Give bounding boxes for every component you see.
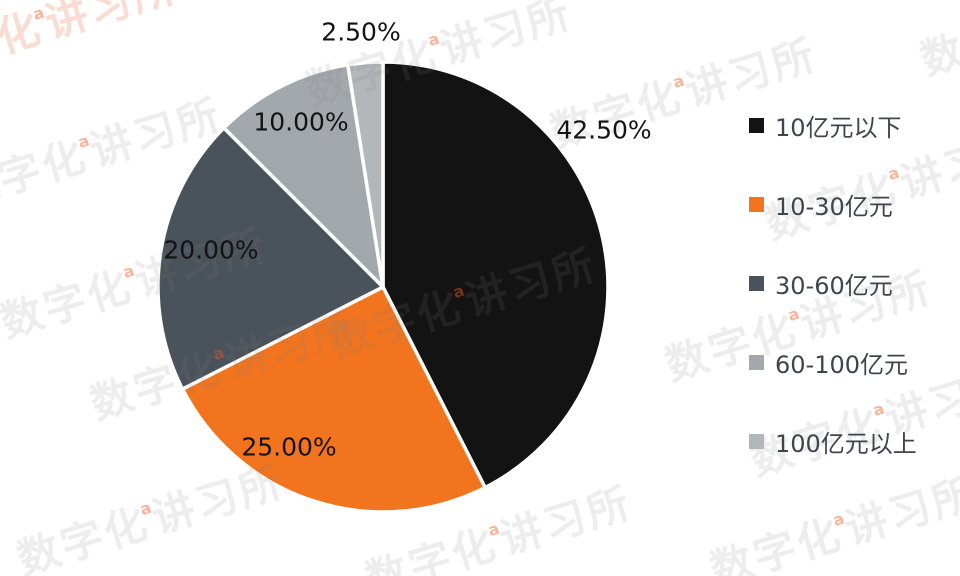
legend-item-label: 10亿元以下 <box>775 113 902 142</box>
legend-item-label: 10-30亿元 <box>775 192 893 221</box>
legend-item-0[interactable]: 10亿元以下 <box>749 111 917 142</box>
pie-slice-2[interactable] <box>156 126 385 391</box>
data-label-4: 2.50% <box>321 17 401 47</box>
legend-marker-icon <box>749 117 764 133</box>
legend-item-label: 30-60亿元 <box>775 271 893 300</box>
legend-marker-icon <box>749 433 764 449</box>
legend-item-2[interactable]: 30-60亿元 <box>749 269 917 300</box>
legend-marker-icon <box>749 275 764 291</box>
legend-marker-icon <box>749 196 764 212</box>
legend: 10亿元以下 10-30亿元 30-60亿元 60-100亿元 100亿元以上 <box>749 111 917 506</box>
pie-slice-0[interactable] <box>381 60 610 490</box>
legend-item-label: 100亿元以上 <box>775 429 917 458</box>
data-label-3: 10.00% <box>253 107 349 137</box>
legend-item-3[interactable]: 60-100亿元 <box>749 348 917 379</box>
data-label-2: 20.00% <box>163 235 259 265</box>
legend-item-1[interactable]: 10-30亿元 <box>749 190 917 221</box>
legend-item-4[interactable]: 100亿元以上 <box>749 427 917 458</box>
pie-slice-1[interactable] <box>180 285 487 514</box>
data-label-1: 25.00% <box>241 432 337 462</box>
legend-marker-icon <box>749 354 764 370</box>
legend-item-label: 60-100亿元 <box>775 350 909 379</box>
pie-slice-3[interactable] <box>222 63 385 289</box>
pie-slice-4[interactable] <box>346 60 385 289</box>
data-label-0: 42.50% <box>556 115 652 145</box>
